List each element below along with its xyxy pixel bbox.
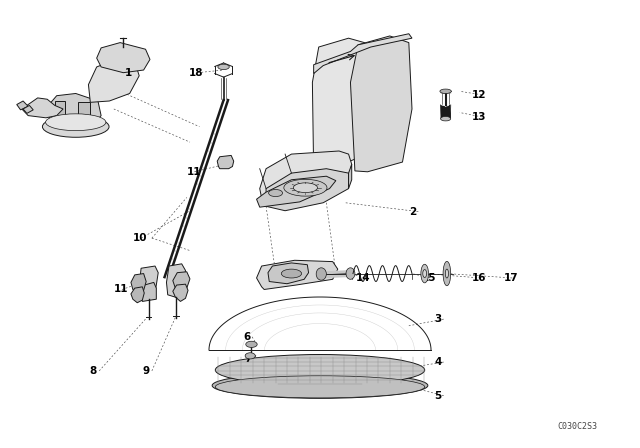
Polygon shape xyxy=(141,282,156,302)
Polygon shape xyxy=(173,272,190,291)
Ellipse shape xyxy=(269,190,283,197)
Polygon shape xyxy=(17,101,28,110)
Polygon shape xyxy=(131,287,144,303)
Ellipse shape xyxy=(215,354,425,385)
Polygon shape xyxy=(260,151,352,206)
Text: 18: 18 xyxy=(189,68,204,78)
Text: 16: 16 xyxy=(472,273,487,283)
Polygon shape xyxy=(312,38,367,172)
Polygon shape xyxy=(22,98,63,118)
Text: 3: 3 xyxy=(434,314,442,324)
Ellipse shape xyxy=(316,268,326,280)
Ellipse shape xyxy=(440,89,451,94)
Polygon shape xyxy=(166,264,186,298)
Polygon shape xyxy=(139,266,158,299)
Ellipse shape xyxy=(421,264,429,283)
Polygon shape xyxy=(266,169,349,211)
Polygon shape xyxy=(173,284,188,302)
Polygon shape xyxy=(257,176,336,207)
Text: 12: 12 xyxy=(472,90,487,100)
Ellipse shape xyxy=(423,270,427,277)
Text: 8: 8 xyxy=(89,366,96,376)
Polygon shape xyxy=(257,260,338,289)
Ellipse shape xyxy=(215,376,425,398)
Ellipse shape xyxy=(346,268,355,279)
Text: 1: 1 xyxy=(125,68,132,78)
Polygon shape xyxy=(217,155,234,169)
Polygon shape xyxy=(56,101,65,116)
Polygon shape xyxy=(77,102,90,117)
Polygon shape xyxy=(351,36,412,172)
Ellipse shape xyxy=(45,114,106,131)
Text: 15: 15 xyxy=(422,273,436,283)
Ellipse shape xyxy=(284,179,327,196)
Ellipse shape xyxy=(445,269,449,278)
Text: 17: 17 xyxy=(504,273,518,283)
Polygon shape xyxy=(88,60,139,102)
Text: 10: 10 xyxy=(133,233,147,243)
Ellipse shape xyxy=(212,373,428,398)
Ellipse shape xyxy=(246,341,257,348)
Ellipse shape xyxy=(293,183,317,193)
Ellipse shape xyxy=(443,261,451,286)
Text: 2: 2 xyxy=(409,207,416,217)
Text: 5: 5 xyxy=(434,391,442,401)
Polygon shape xyxy=(23,105,33,113)
Polygon shape xyxy=(268,263,308,284)
Text: 11: 11 xyxy=(187,167,201,177)
Text: C030C2S3: C030C2S3 xyxy=(557,422,597,431)
Ellipse shape xyxy=(218,64,229,69)
Ellipse shape xyxy=(245,353,255,359)
Polygon shape xyxy=(314,34,412,73)
Text: 14: 14 xyxy=(356,273,370,283)
Polygon shape xyxy=(131,274,146,293)
Polygon shape xyxy=(349,164,352,189)
Ellipse shape xyxy=(42,116,109,137)
Text: 7: 7 xyxy=(244,354,252,364)
Text: 4: 4 xyxy=(434,357,442,367)
Polygon shape xyxy=(47,94,101,129)
Ellipse shape xyxy=(282,269,301,278)
Text: 11: 11 xyxy=(114,284,128,294)
Polygon shape xyxy=(97,43,150,73)
Ellipse shape xyxy=(440,116,451,121)
Text: 13: 13 xyxy=(472,112,487,122)
Text: 9: 9 xyxy=(142,366,150,376)
Text: 6: 6 xyxy=(244,332,251,342)
